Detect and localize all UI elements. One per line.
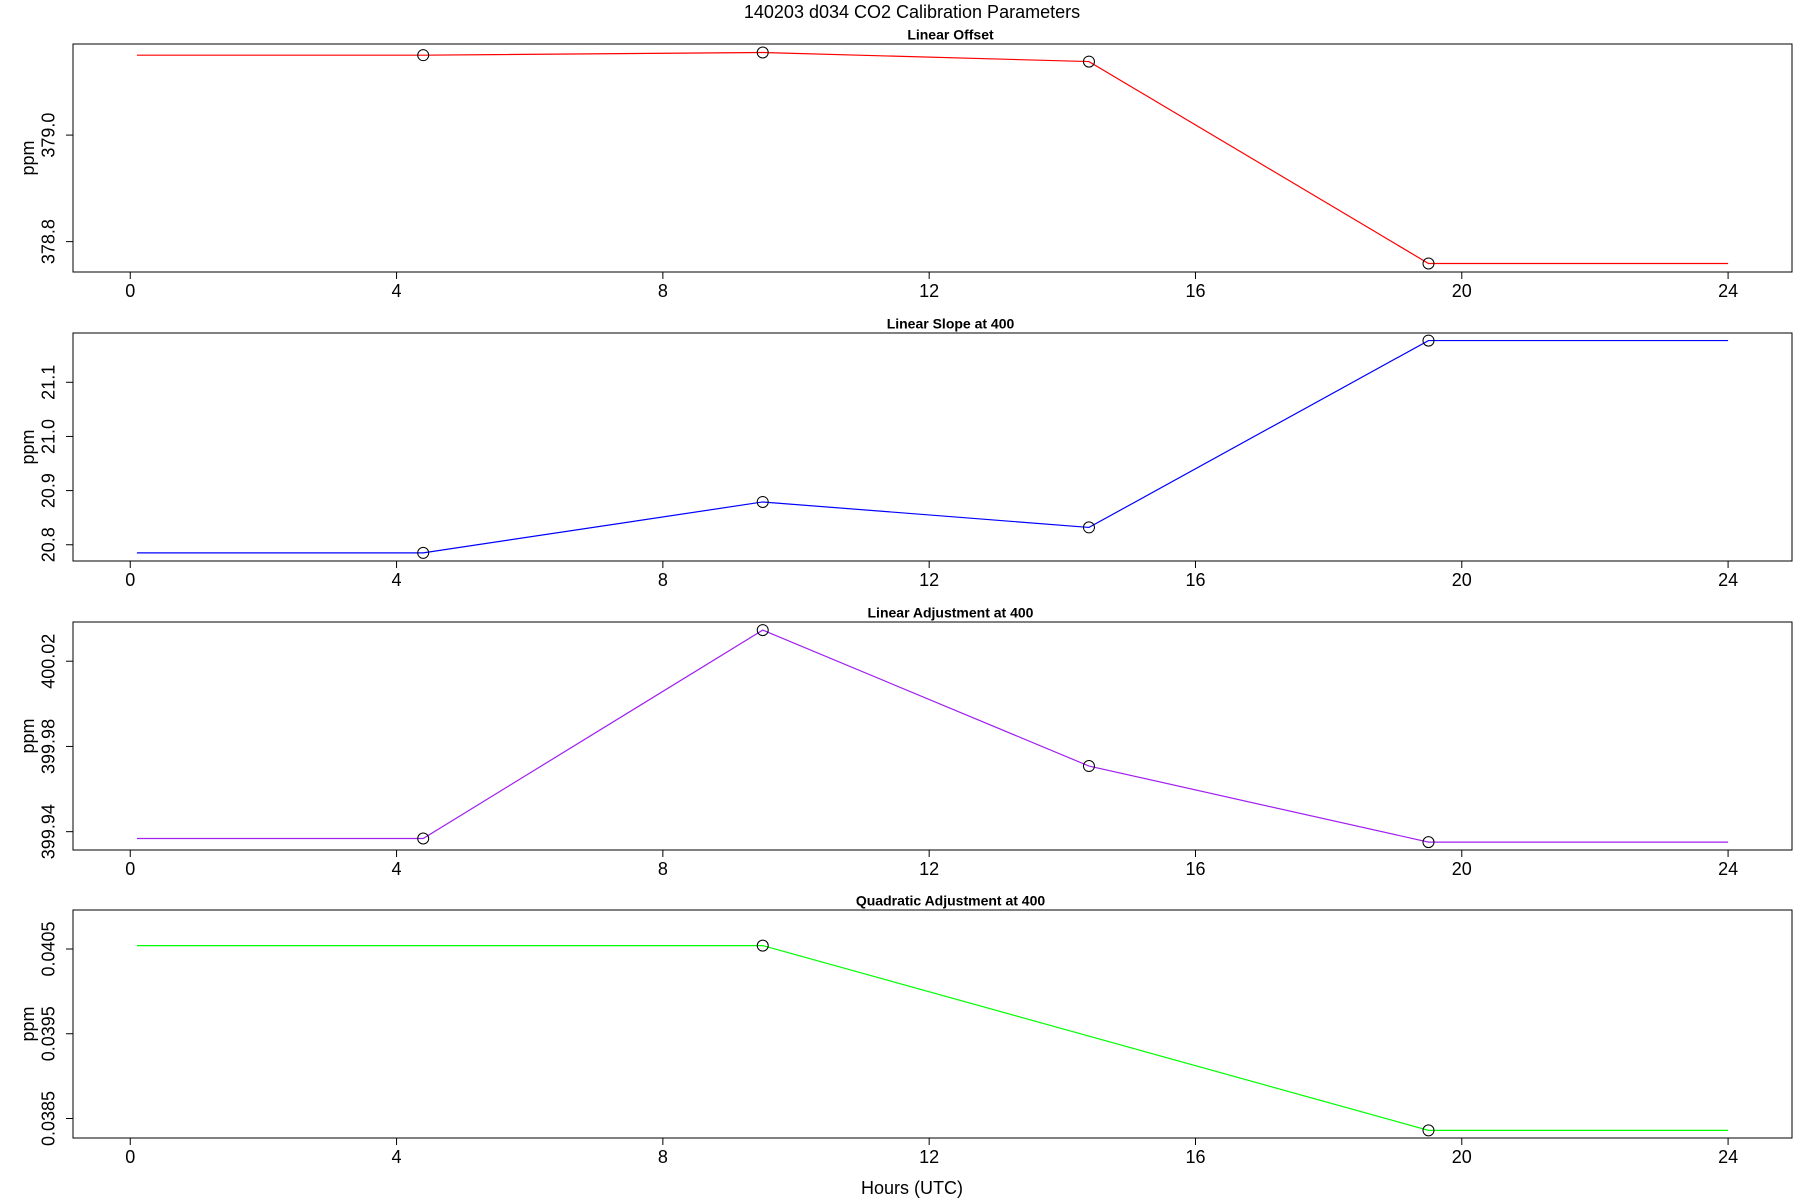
panel-title: Linear Offset — [907, 27, 994, 43]
x-tick-label: 20 — [1452, 859, 1472, 879]
x-tick-label: 24 — [1718, 570, 1738, 590]
y-axis-label: ppm — [18, 718, 38, 753]
x-axis-label: Hours (UTC) — [861, 1178, 963, 1198]
x-tick-label: 24 — [1718, 281, 1738, 301]
y-axis-label: ppm — [18, 140, 38, 175]
plot-frame — [72, 332, 1793, 562]
y-axis-label: ppm — [18, 429, 38, 464]
x-tick-label: 16 — [1185, 1147, 1205, 1167]
x-tick-label: 0 — [125, 570, 135, 590]
y-tick-label: 400.02 — [39, 634, 59, 689]
x-tick-label: 4 — [392, 570, 402, 590]
y-tick-label: 399.98 — [39, 719, 59, 774]
data-point — [1422, 257, 1435, 270]
data-point — [1082, 760, 1095, 773]
panel-title: Quadratic Adjustment at 400 — [856, 893, 1046, 909]
panel-title: Linear Adjustment at 400 — [868, 605, 1034, 621]
data-point — [417, 832, 430, 845]
x-tick-label: 20 — [1452, 281, 1472, 301]
x-tick-label: 24 — [1718, 1147, 1738, 1167]
figure-title: 140203 d034 CO2 Calibration Parameters — [744, 2, 1080, 22]
x-tick-label: 24 — [1718, 859, 1738, 879]
y-tick-label: 0.0405 — [39, 921, 59, 976]
y-tick-label: 20.9 — [39, 473, 59, 508]
x-tick-label: 8 — [658, 859, 668, 879]
plot-frame — [72, 43, 1793, 273]
x-tick-label: 20 — [1452, 1147, 1472, 1167]
x-tick-label: 8 — [658, 1147, 668, 1167]
data-point — [756, 624, 769, 637]
x-tick-label: 0 — [125, 281, 135, 301]
x-tick-label: 16 — [1185, 281, 1205, 301]
x-tick-label: 12 — [919, 281, 939, 301]
y-tick-label: 21.1 — [39, 365, 59, 400]
data-line — [136, 339, 1729, 554]
x-tick-label: 4 — [392, 859, 402, 879]
x-tick-label: 12 — [919, 1147, 939, 1167]
y-axis-label: ppm — [18, 1006, 38, 1041]
x-tick-label: 12 — [919, 570, 939, 590]
data-point — [417, 546, 430, 559]
data-point — [1422, 836, 1435, 849]
data-point — [1422, 1124, 1435, 1137]
x-tick-label: 16 — [1185, 570, 1205, 590]
data-point — [756, 495, 769, 508]
data-point — [1082, 55, 1095, 68]
y-tick-label: 378.8 — [39, 219, 59, 264]
data-point — [756, 939, 769, 952]
x-tick-label: 8 — [658, 570, 668, 590]
data-point — [417, 49, 430, 62]
y-tick-label: 20.8 — [39, 527, 59, 562]
data-line — [136, 629, 1729, 843]
plot-frame — [72, 909, 1793, 1139]
y-tick-label: 399.94 — [39, 804, 59, 859]
y-tick-label: 0.0385 — [39, 1091, 59, 1146]
x-tick-label: 16 — [1185, 859, 1205, 879]
x-tick-label: 4 — [392, 1147, 402, 1167]
y-tick-label: 379.0 — [39, 113, 59, 158]
x-tick-label: 12 — [919, 859, 939, 879]
data-point — [756, 46, 769, 59]
panel-title: Linear Slope at 400 — [887, 316, 1015, 332]
data-line — [136, 51, 1729, 265]
x-tick-label: 0 — [125, 1147, 135, 1167]
plot-frame — [72, 621, 1793, 851]
x-tick-label: 0 — [125, 859, 135, 879]
x-tick-label: 20 — [1452, 570, 1472, 590]
data-point — [1422, 334, 1435, 347]
y-tick-label: 21.0 — [39, 419, 59, 454]
x-tick-label: 8 — [658, 281, 668, 301]
data-point — [1082, 521, 1095, 534]
data-line — [136, 944, 1729, 1131]
x-tick-label: 4 — [392, 281, 402, 301]
y-tick-label: 0.0395 — [39, 1006, 59, 1061]
